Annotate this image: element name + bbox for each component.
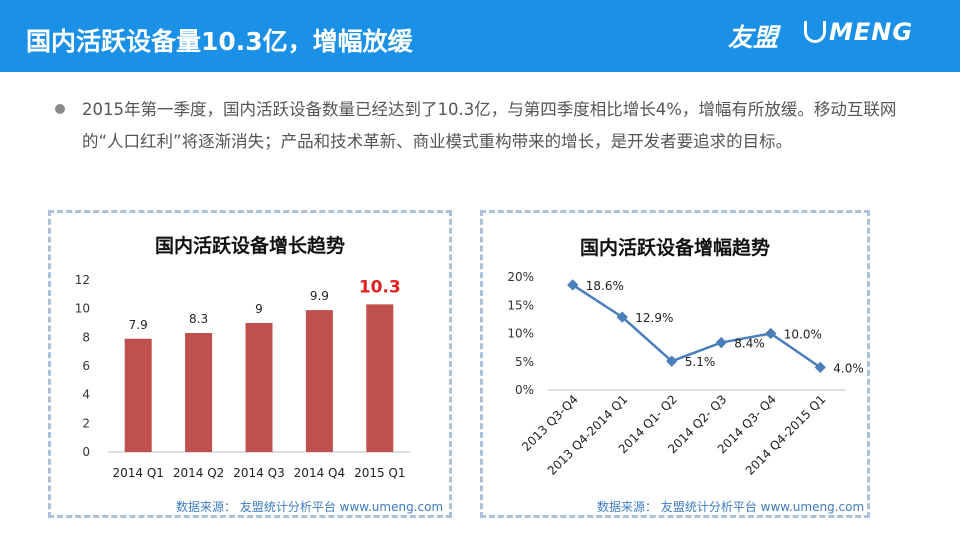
line-y-tick-label: 15%	[507, 298, 534, 312]
line-value-label: 18.6%	[586, 279, 624, 293]
line-value-label: 12.9%	[635, 311, 673, 325]
line-point	[814, 361, 826, 374]
umeng-logo-en: MENG	[804, 18, 913, 46]
bar-x-tick-label: 2014 Q2	[173, 466, 224, 480]
line-y-tick-label: 20%	[507, 270, 534, 284]
bar-y-tick-label: 2	[82, 416, 90, 430]
line-chart-panel: 国内活跃设备增幅趋势 数据来源： 友盟统计分析平台 www.umeng.com	[480, 210, 870, 518]
bar-2014-q3	[245, 323, 273, 452]
line-chart-source: 数据来源： 友盟统计分析平台 www.umeng.com	[597, 500, 865, 514]
bar-chart: 0 2 4 6 8 10 12 7.9 2014 Q1 8.3 2014 Q2 9 2014 Q3 9.9…	[75, 273, 410, 480]
bar-value-label: 9.9	[310, 289, 329, 303]
line-value-label: 4.0%	[833, 361, 864, 375]
bar-value-label: 8.3	[189, 312, 208, 326]
bar-x-tick-label: 2014 Q3	[233, 466, 284, 480]
bar-2014-q1	[124, 338, 152, 452]
bar-y-tick-label: 4	[82, 388, 90, 402]
line-value-label: 8.4%	[734, 337, 765, 351]
line-y-tick-label: 10%	[507, 327, 534, 341]
bar-chart-title: 国内活跃设备增长趋势	[154, 235, 345, 257]
bar-2014-q2	[185, 333, 213, 452]
bar-2015-q1	[366, 304, 394, 452]
bar-y-tick-label: 0	[82, 445, 90, 459]
line-value-label: 10.0%	[784, 328, 822, 342]
summary-text: 2015年第一季度，国内活跃设备数量已经达到了10.3亿，与第四季度相比增长4%…	[82, 100, 897, 151]
bar-value-label: 7.9	[129, 318, 148, 332]
bar-chart-source: 数据来源： 友盟统计分析平台 www.umeng.com	[176, 500, 444, 514]
line-y-tick-label: 0%	[515, 383, 534, 397]
line-y-tick-label: 5%	[515, 355, 534, 369]
bar-2014-q4	[305, 310, 333, 452]
umeng-logo-text: MENG	[829, 18, 914, 46]
bar-x-tick-label: 2014 Q1	[112, 466, 163, 480]
umeng-logo-cn: 友盟	[728, 23, 779, 52]
bar-y-tick-label: 8	[82, 330, 90, 344]
bar-x-tick-label: 2014 Q4	[294, 466, 345, 480]
bar-y-tick-label: 12	[75, 273, 90, 287]
bar-value-label: 9	[255, 302, 263, 316]
umeng-u-icon	[804, 21, 826, 43]
header-bar: 国内活跃设备量10.3亿，增幅放缓 友盟 MENG	[0, 0, 960, 72]
line-value-label: 5.1%	[685, 355, 716, 369]
bullet-dot-icon	[55, 104, 65, 114]
bar-value-label: 10.3	[359, 277, 401, 297]
line-point	[715, 336, 727, 349]
line-chart-title: 国内活跃设备增幅趋势	[579, 237, 770, 259]
page-title: 国内活跃设备量10.3亿，增幅放缓	[26, 27, 413, 56]
bar-x-tick-label: 2015 Q1	[354, 466, 405, 480]
line-point	[666, 355, 678, 367]
bar-y-tick-label: 10	[75, 302, 90, 316]
bar-y-tick-label: 6	[82, 359, 90, 373]
line-series	[572, 283, 821, 369]
